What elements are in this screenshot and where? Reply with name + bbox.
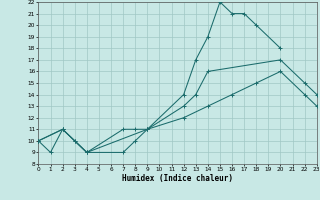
X-axis label: Humidex (Indice chaleur): Humidex (Indice chaleur) <box>122 174 233 183</box>
